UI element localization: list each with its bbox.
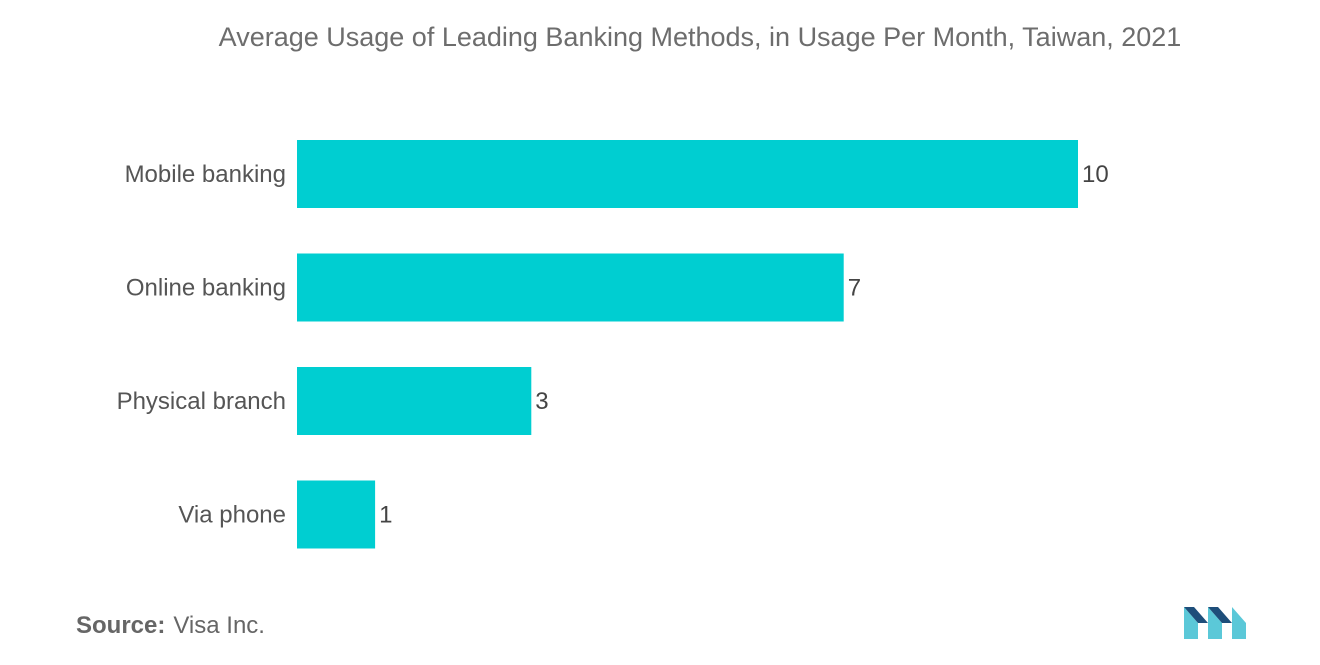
category-label: Via phone: [178, 502, 286, 529]
value-label: 7: [848, 275, 861, 302]
bar-mobile-banking: [297, 140, 1078, 208]
mordor-intelligence-logo-icon: [1184, 607, 1246, 639]
category-label: Online banking: [126, 275, 286, 302]
bars-group: Mobile banking 10 Online banking 7 Physical …: [117, 140, 1109, 549]
value-label: 10: [1082, 161, 1109, 188]
value-label: 1: [379, 502, 392, 529]
source-label: Source:: [76, 612, 166, 639]
category-label: Mobile banking: [125, 161, 286, 188]
value-label: 3: [535, 388, 548, 415]
source-note: Source: Visa Inc.: [76, 612, 265, 640]
bar-chart: Mobile banking 10 Online banking 7 Physical …: [117, 140, 1109, 549]
category-label: Physical branch: [117, 388, 286, 415]
bar-physical-branch: [297, 367, 532, 435]
chart-title: Average Usage of Leading Banking Methods…: [218, 22, 1182, 52]
bar-via-phone: [297, 480, 376, 549]
source-value: Visa Inc.: [173, 612, 265, 639]
bar-online-banking: [297, 253, 844, 322]
